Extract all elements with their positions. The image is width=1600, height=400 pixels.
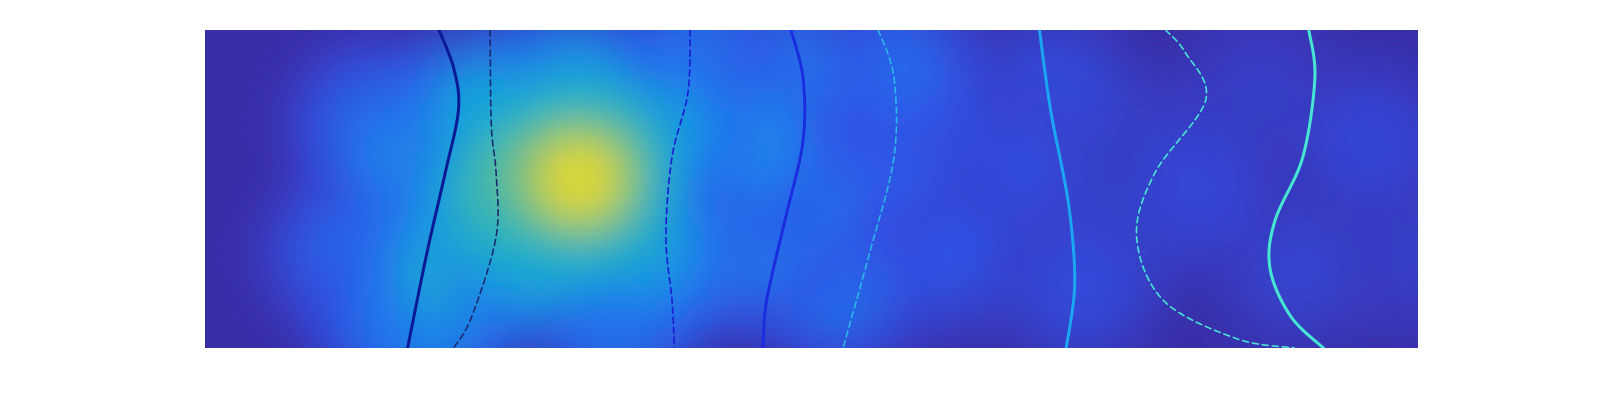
heatmap-blob	[1329, 101, 1410, 182]
heatmap-blob	[541, 139, 622, 220]
plot-area	[205, 30, 1418, 348]
series-line-2	[452, 30, 499, 348]
curve-layer	[406, 30, 1325, 348]
heatmap-layer	[255, 30, 1418, 348]
series-line-4	[761, 30, 807, 348]
series-line-1	[406, 30, 461, 348]
heatmap-blob	[1038, 244, 1119, 325]
series-line-5	[842, 30, 898, 348]
heatmap-blob	[1159, 149, 1240, 229]
series-line-7	[1135, 30, 1296, 348]
series-line-8	[1267, 30, 1325, 348]
series-line-6	[1038, 30, 1077, 348]
series-line-3	[665, 30, 691, 348]
